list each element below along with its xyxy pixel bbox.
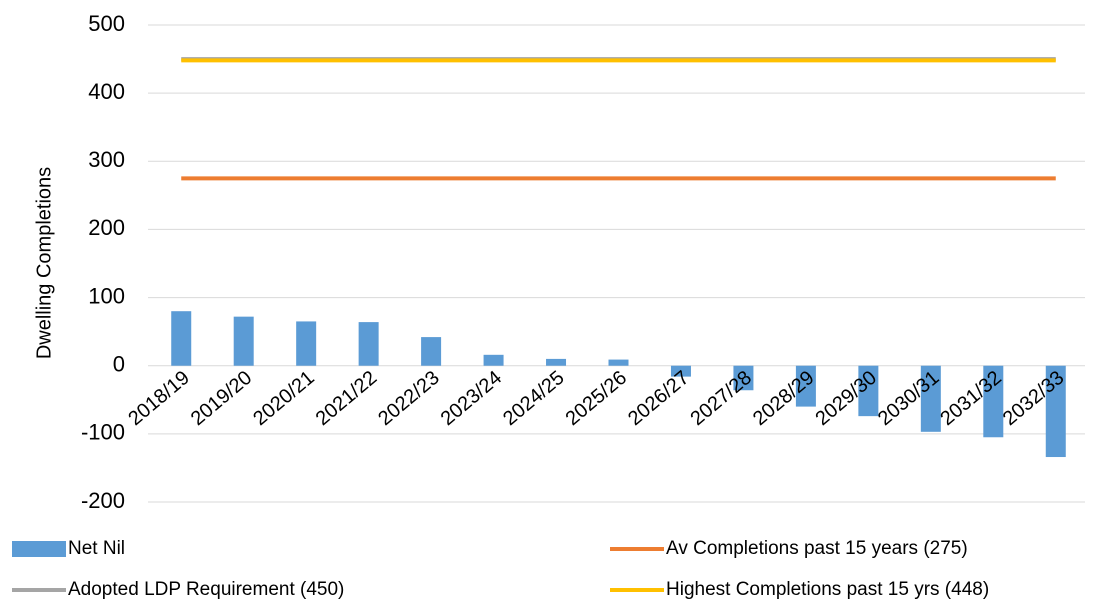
- bar: [920, 365, 941, 432]
- bar: [1045, 365, 1066, 458]
- bar: [358, 322, 379, 366]
- bar: [983, 365, 1004, 438]
- legend-label: Highest Completions past 15 yrs (448): [666, 579, 989, 600]
- y-tick-label: -100: [81, 420, 125, 445]
- y-tick-label: 300: [88, 147, 125, 172]
- bar: [795, 365, 816, 407]
- legend-label: Net Nil: [68, 538, 125, 559]
- bar: [233, 316, 254, 366]
- bar: [733, 365, 754, 391]
- bar: [670, 365, 691, 377]
- y-axis-title: Dwelling Completions: [33, 167, 55, 359]
- x-tick-label: 2020/21: [249, 367, 319, 430]
- x-tick-label: 2025/26: [562, 367, 632, 430]
- bar: [296, 321, 317, 366]
- y-tick-label: 500: [88, 11, 125, 36]
- x-tick-label: 2022/23: [374, 367, 444, 430]
- bar: [483, 354, 504, 366]
- x-tick-label: 2021/22: [312, 367, 382, 430]
- legend-label: Av Completions past 15 years (275): [666, 538, 968, 559]
- x-tick-label: 2027/28: [687, 367, 757, 430]
- y-tick-label: 400: [88, 79, 125, 104]
- y-tick-label: -200: [81, 488, 125, 513]
- x-tick-label: 2024/25: [499, 367, 569, 430]
- y-tick-label: 200: [88, 215, 125, 240]
- legend-swatch: [12, 541, 66, 557]
- bar: [858, 365, 879, 417]
- x-tick-label: 2026/27: [624, 367, 694, 430]
- legend-label: Adopted LDP Requirement (450): [68, 579, 344, 600]
- bar: [546, 358, 567, 366]
- bar: [421, 337, 442, 366]
- x-tick-label: 2023/24: [437, 367, 507, 430]
- y-tick-label: 0: [113, 352, 125, 377]
- bar: [608, 359, 629, 366]
- bar: [171, 311, 192, 366]
- x-tick-label: 2018/19: [124, 367, 194, 430]
- x-tick-label: 2019/20: [187, 367, 257, 430]
- y-tick-label: 100: [88, 283, 125, 308]
